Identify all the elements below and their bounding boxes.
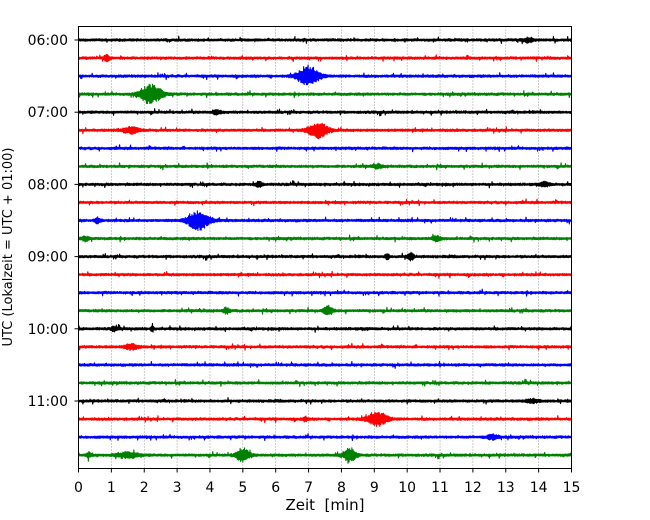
- y-axis-ticks: 06:00 07:00 08:00 09:00 10:00 11:00: [28, 33, 79, 410]
- seismogram-trace: [77, 35, 573, 45]
- plot-area-frame: [78, 26, 572, 469]
- y-tick-label: 07:00: [28, 105, 68, 121]
- y-tick-label: 10:00: [28, 322, 68, 338]
- seismogram-trace: [77, 198, 573, 207]
- seismogram-trace: [77, 144, 573, 153]
- y-tick-label: 08:00: [28, 177, 68, 193]
- x-tick-label: 14: [530, 480, 548, 496]
- seismogram-trace: [77, 288, 573, 297]
- seismogram-trace: [77, 411, 573, 427]
- x-axis-label: Zeit [min]: [285, 496, 364, 514]
- x-tick-label: 13: [497, 480, 515, 496]
- seismogram-trace: [77, 342, 573, 352]
- trace-lines: [77, 35, 573, 464]
- seismogram-trace: [77, 54, 573, 63]
- seismogram-trace: [77, 360, 573, 369]
- seismogram-trace: [77, 122, 573, 140]
- x-axis-ticks: 0 1 2 3 4 5 6 7 8 9 10 11 12 13 14 15: [74, 468, 581, 496]
- x-tick-label: 11: [431, 480, 449, 496]
- seismogram-trace: [77, 210, 573, 232]
- seismogram-trace: [77, 270, 573, 279]
- seismogram-trace: [77, 233, 573, 243]
- seismogram-trace: [77, 447, 573, 464]
- y-tick-label: 11:00: [28, 394, 68, 410]
- x-tick-label: 6: [271, 480, 280, 496]
- seismogram-trace: [77, 397, 573, 405]
- x-tick-label: 15: [563, 480, 581, 496]
- seismogram-trace: [77, 180, 573, 189]
- seismogram-trace: [77, 162, 573, 171]
- x-tick-label: 2: [140, 480, 149, 496]
- seismogram-trace: [77, 433, 573, 442]
- x-tick-label: 5: [238, 480, 247, 496]
- x-tick-label: 8: [337, 480, 346, 496]
- y-tick-label: 09:00: [28, 250, 68, 266]
- seismogram-trace: [77, 83, 573, 105]
- seismogram-trace: [77, 322, 573, 333]
- x-tick-label: 10: [398, 480, 416, 496]
- x-tick-label: 7: [304, 480, 313, 496]
- seismogram-trace: [77, 108, 573, 117]
- y-tick-label: 06:00: [28, 33, 68, 49]
- x-tick-label: 1: [107, 480, 116, 496]
- x-tick-label: 3: [173, 480, 182, 496]
- seismogram-trace: [77, 378, 573, 387]
- seismogram-trace: [77, 64, 573, 86]
- x-tick-label: 4: [206, 480, 215, 496]
- x-tick-label: 12: [464, 480, 482, 496]
- seismogram-trace: [77, 304, 573, 316]
- x-tick-label: 9: [370, 480, 379, 496]
- y-axis-label: UTC (Lokalzeit = UTC + 01:00): [1, 148, 16, 347]
- seismogram-trace: [77, 251, 573, 262]
- x-tick-label: 0: [74, 480, 83, 496]
